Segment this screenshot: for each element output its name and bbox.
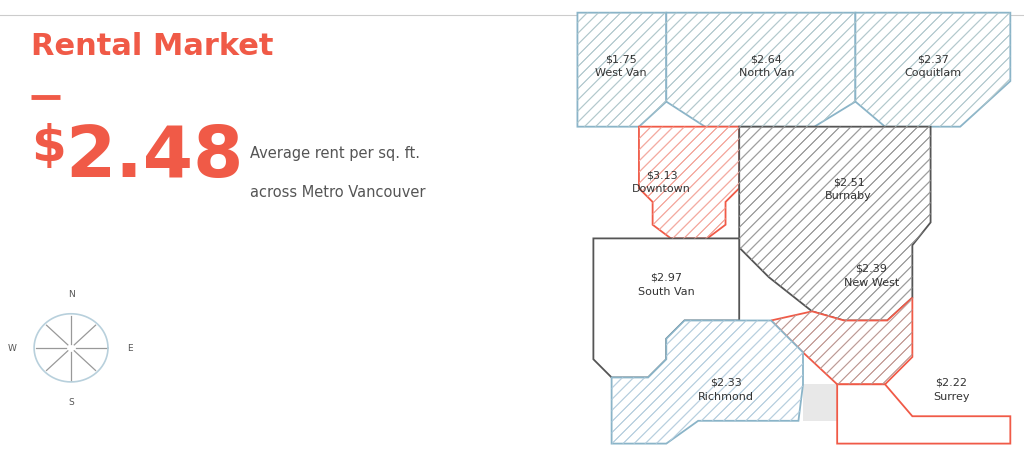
Text: $2.22
Surrey: $2.22 Surrey (933, 377, 970, 401)
Polygon shape (578, 14, 667, 127)
Polygon shape (838, 384, 1011, 444)
Polygon shape (771, 298, 912, 384)
Text: W: W (8, 344, 17, 353)
Text: $2.64
North Van: $2.64 North Van (738, 54, 795, 78)
Text: $2.97
South Van: $2.97 South Van (638, 273, 694, 296)
Text: $2.39
New West: $2.39 New West (844, 263, 899, 287)
Polygon shape (855, 14, 1011, 127)
Polygon shape (639, 127, 739, 239)
Polygon shape (667, 321, 739, 378)
Polygon shape (611, 321, 803, 444)
Text: $2.51
Burnaby: $2.51 Burnaby (825, 177, 872, 201)
Text: S: S (69, 398, 74, 406)
Text: 2.48: 2.48 (66, 123, 244, 192)
Text: $1.75
West Van: $1.75 West Van (595, 54, 646, 78)
Text: $2.37
Coquitlam: $2.37 Coquitlam (904, 54, 962, 78)
Text: $2.33
Richmond: $2.33 Richmond (697, 377, 754, 401)
Polygon shape (739, 127, 931, 321)
Text: across Metro Vancouver: across Metro Vancouver (250, 184, 426, 199)
Text: $: $ (32, 123, 66, 171)
Text: E: E (127, 344, 132, 353)
Text: Average rent per sq. ft.: Average rent per sq. ft. (250, 146, 420, 161)
Polygon shape (667, 14, 855, 127)
Polygon shape (593, 239, 739, 378)
Text: $3.13
Downtown: $3.13 Downtown (632, 170, 691, 194)
Polygon shape (799, 384, 838, 421)
Text: N: N (68, 290, 75, 298)
Text: Rental Market: Rental Market (32, 32, 273, 61)
